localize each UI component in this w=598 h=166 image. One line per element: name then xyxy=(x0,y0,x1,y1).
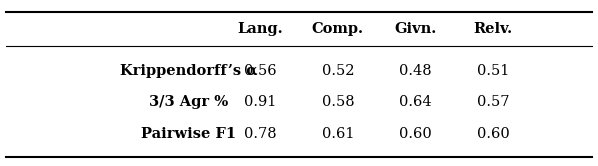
Text: 0.58: 0.58 xyxy=(322,95,354,109)
Text: Comp.: Comp. xyxy=(312,22,364,36)
Text: 0.52: 0.52 xyxy=(322,64,354,78)
Text: 0.60: 0.60 xyxy=(399,127,432,141)
Text: 0.48: 0.48 xyxy=(399,64,432,78)
Text: 3/3 Agr %: 3/3 Agr % xyxy=(149,95,228,109)
Text: 0.56: 0.56 xyxy=(244,64,276,78)
Text: 0.57: 0.57 xyxy=(477,95,509,109)
Text: 0.78: 0.78 xyxy=(244,127,276,141)
Text: Lang.: Lang. xyxy=(237,22,283,36)
Text: Krippendorff’s α: Krippendorff’s α xyxy=(120,64,257,78)
Text: Givn.: Givn. xyxy=(395,22,437,36)
Text: 0.60: 0.60 xyxy=(477,127,509,141)
Text: 0.64: 0.64 xyxy=(399,95,432,109)
Text: 0.91: 0.91 xyxy=(244,95,276,109)
Text: 0.61: 0.61 xyxy=(322,127,354,141)
Text: Pairwise F1: Pairwise F1 xyxy=(141,127,236,141)
Text: Relv.: Relv. xyxy=(474,22,513,36)
Text: 0.51: 0.51 xyxy=(477,64,509,78)
